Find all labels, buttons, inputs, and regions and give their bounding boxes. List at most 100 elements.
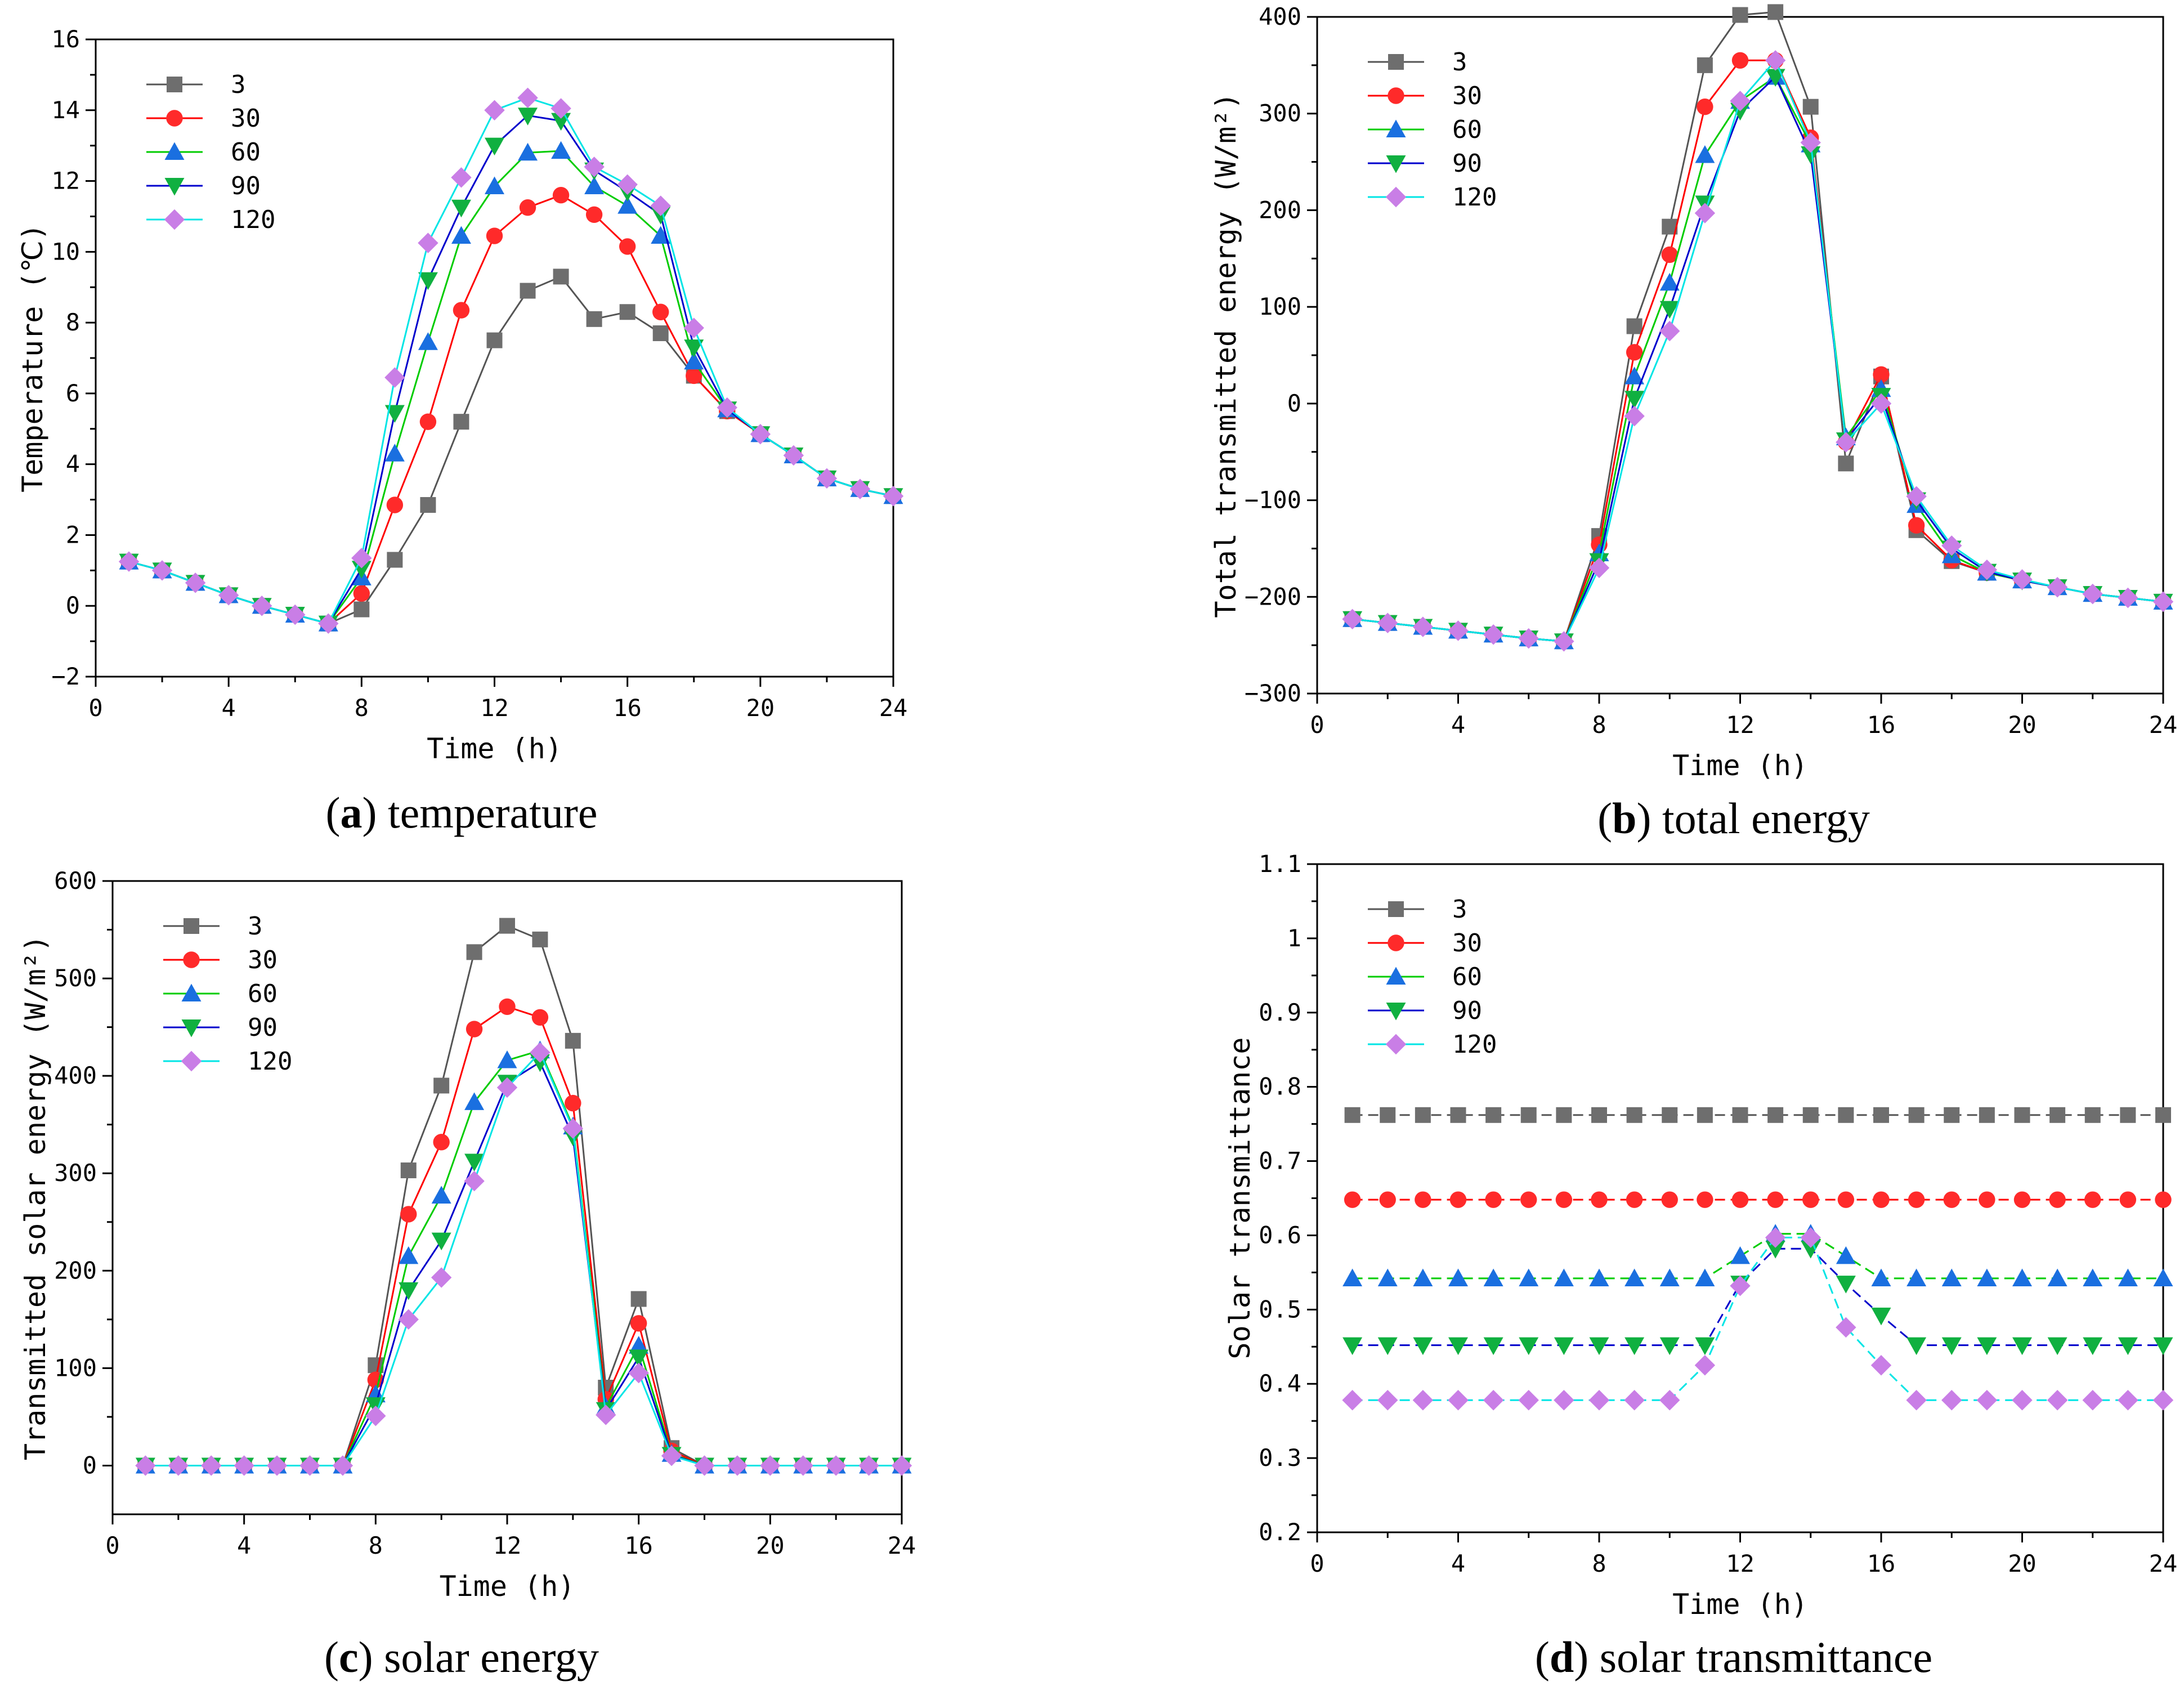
- data-point: [1519, 1337, 1539, 1356]
- caption-letter: a: [341, 788, 362, 837]
- data-point: [1694, 203, 1716, 223]
- data-point: [431, 1186, 451, 1204]
- data-point: [451, 167, 472, 188]
- data-point: [1520, 1191, 1537, 1208]
- data-point: [1941, 535, 1962, 556]
- y-tick-label: 400: [1259, 3, 1301, 30]
- y-axis-label: Solar transmittance: [1224, 1037, 1256, 1359]
- data-point: [553, 269, 569, 285]
- data-point: [1624, 405, 1645, 427]
- data-point: [2084, 1191, 2101, 1208]
- y-tick-label: 0: [83, 1451, 97, 1479]
- series-line: [128, 275, 894, 625]
- series-line: [1352, 1233, 2163, 1280]
- data-point: [466, 944, 482, 960]
- data-point: [1624, 391, 1645, 409]
- data-point: [1591, 1107, 1607, 1123]
- panel-caption: (b) total energy: [1597, 794, 1870, 843]
- y-tick-label: 0.7: [1259, 1147, 1301, 1175]
- x-tick-label: 4: [222, 694, 236, 722]
- data-point: [2118, 1268, 2138, 1286]
- data-point: [431, 1267, 452, 1288]
- data-point: [551, 98, 571, 119]
- data-point: [484, 100, 505, 120]
- data-point: [1906, 486, 1927, 507]
- data-point: [1588, 1390, 1610, 1411]
- legend-label: 3: [231, 70, 246, 99]
- series-90: [135, 1054, 912, 1475]
- data-point: [1659, 1268, 1680, 1286]
- data-point: [1976, 1390, 1998, 1411]
- y-tick-label: 0: [66, 592, 80, 619]
- data-point: [1941, 1337, 1962, 1356]
- x-tick-label: 20: [2008, 711, 2037, 739]
- data-point: [353, 601, 370, 618]
- data-point: [486, 227, 503, 244]
- series-line: [145, 1049, 902, 1466]
- panel-caption: (c) solar energy: [324, 1633, 599, 1681]
- series-90: [1342, 1241, 2173, 1356]
- y-tick-label: 600: [54, 867, 97, 895]
- x-tick-label: 8: [369, 1532, 383, 1559]
- data-point: [1873, 1191, 1890, 1208]
- legend-marker: [1386, 155, 1406, 173]
- data-point: [1836, 1317, 1856, 1338]
- data-point: [1624, 1268, 1645, 1286]
- y-tick-label: 0.4: [1259, 1370, 1301, 1397]
- data-point: [1838, 1107, 1854, 1123]
- data-point: [1413, 1337, 1433, 1356]
- legend-marker: [164, 209, 185, 230]
- data-point: [135, 1455, 156, 1476]
- data-point: [1730, 102, 1750, 121]
- y-tick-label: 2: [66, 521, 80, 548]
- data-point: [520, 283, 536, 299]
- data-point: [1977, 1337, 1997, 1356]
- series-120: [135, 1042, 912, 1476]
- data-point: [565, 1032, 581, 1049]
- y-tick-label: 0.5: [1259, 1295, 1301, 1323]
- data-point: [1662, 1107, 1678, 1123]
- data-point: [1415, 1191, 1431, 1208]
- data-point: [2047, 1390, 2068, 1411]
- caption-text: solar transmittance: [1600, 1633, 1932, 1681]
- data-point: [651, 226, 671, 244]
- data-point: [499, 998, 516, 1015]
- data-point: [629, 1336, 649, 1354]
- legend-label: 30: [1452, 929, 1482, 958]
- data-point: [1342, 1268, 1363, 1286]
- data-point: [464, 1153, 485, 1171]
- data-point: [1906, 1337, 1927, 1356]
- data-point: [661, 1445, 682, 1466]
- caption-letter: d: [1550, 1633, 1574, 1681]
- data-point: [418, 232, 438, 253]
- data-point: [816, 468, 838, 489]
- data-point: [849, 478, 871, 499]
- data-point: [2084, 1107, 2101, 1123]
- data-point: [400, 1162, 417, 1179]
- data-point: [2012, 1337, 2032, 1356]
- y-tick-label: 14: [51, 96, 80, 124]
- y-tick-label: 100: [54, 1354, 97, 1381]
- data-point: [1626, 318, 1643, 334]
- data-point: [1344, 1191, 1361, 1208]
- data-point: [793, 1455, 813, 1476]
- data-point: [398, 1309, 419, 1330]
- data-point: [1836, 432, 1856, 453]
- legend-marker: [183, 951, 200, 968]
- data-point: [650, 195, 671, 216]
- caption-letter: b: [1612, 794, 1636, 843]
- data-point: [431, 1232, 451, 1251]
- data-point: [1377, 612, 1398, 633]
- data-point: [1554, 1390, 1574, 1411]
- series-30: [120, 187, 902, 632]
- data-point: [1979, 1107, 1995, 1123]
- data-point: [1697, 1191, 1713, 1208]
- data-point: [686, 367, 702, 384]
- y-tick-label: 1: [1287, 924, 1301, 952]
- x-tick-label: 12: [493, 1532, 522, 1559]
- panel-caption: (d) solar transmittance: [1535, 1633, 1932, 1681]
- series-line: [145, 1061, 902, 1466]
- data-point: [630, 1315, 647, 1332]
- data-point: [1944, 1107, 1960, 1123]
- data-point: [2012, 1268, 2032, 1286]
